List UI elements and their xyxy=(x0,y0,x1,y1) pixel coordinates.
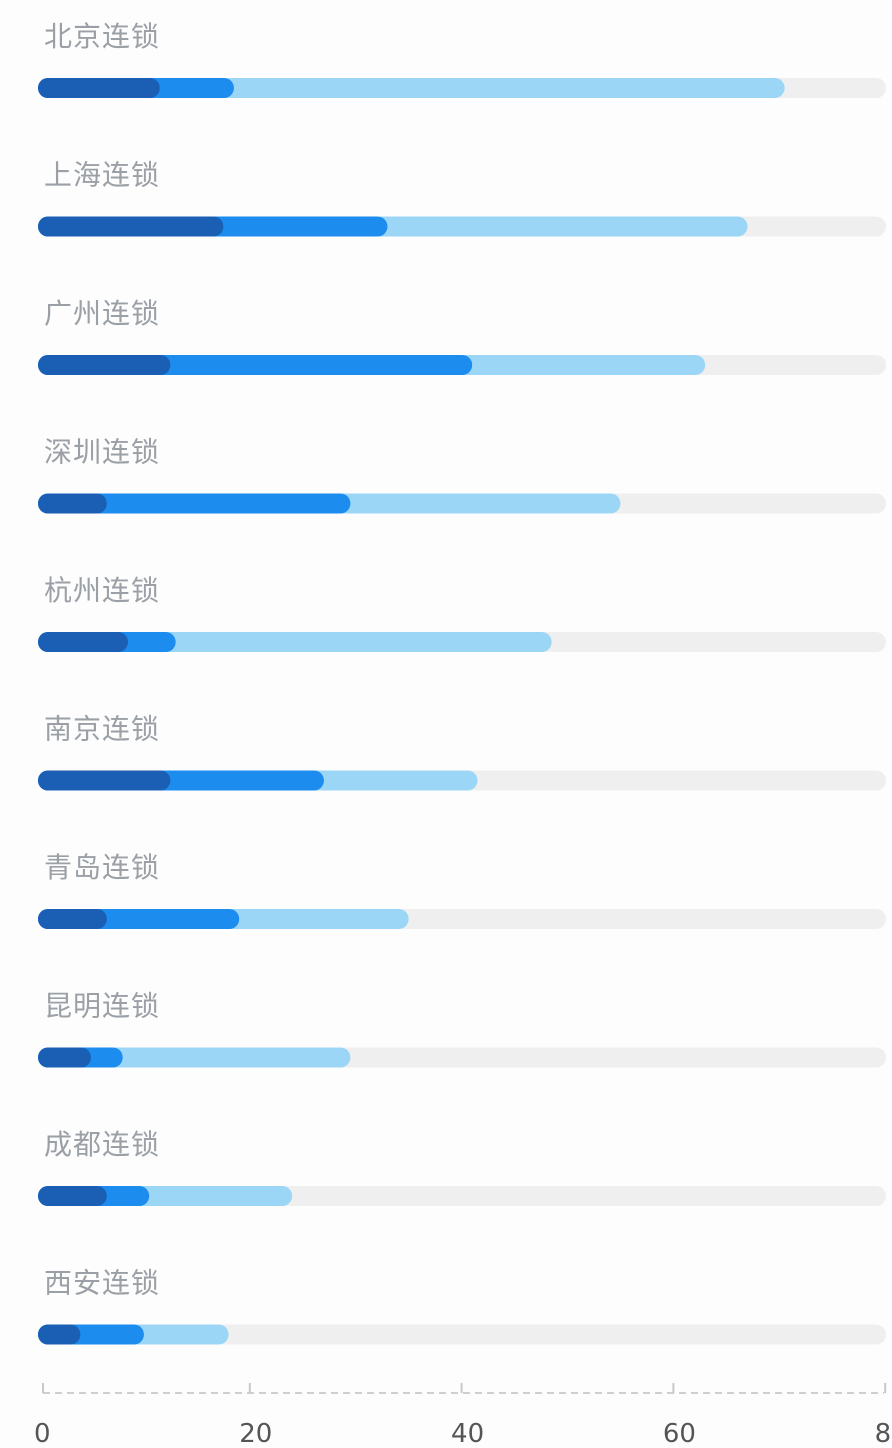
bar-segment-series-1 xyxy=(38,1047,91,1068)
bar-segment-series-2 xyxy=(38,493,351,514)
bar-label: 南京连锁 xyxy=(44,713,160,746)
bar-segment-series-1 xyxy=(38,78,160,98)
bar-label: 杭州连锁 xyxy=(44,574,160,607)
bar-segment-series-1 xyxy=(38,770,171,791)
bar-segment-series-1 xyxy=(38,1324,81,1345)
bar-label: 北京连锁 xyxy=(44,20,160,53)
x-tick-label: 40 xyxy=(451,1419,484,1448)
bar-label: 西安连锁 xyxy=(44,1267,160,1300)
bar-label: 深圳连锁 xyxy=(44,436,160,469)
bar-label: 成都连锁 xyxy=(44,1128,160,1161)
bar-label: 广州连锁 xyxy=(44,297,160,330)
x-tick-label: 80 xyxy=(875,1419,892,1448)
bar-segment-series-1 xyxy=(38,216,224,237)
x-tick-label: 60 xyxy=(663,1419,696,1448)
x-tick-label: 20 xyxy=(239,1419,272,1448)
bar-segment-series-1 xyxy=(38,632,129,652)
bar-segment-series-1 xyxy=(38,1186,107,1206)
bar-label: 上海连锁 xyxy=(44,159,160,192)
bar-track xyxy=(38,1324,886,1345)
bar-label: 昆明连锁 xyxy=(44,990,160,1023)
bar-segment-series-1 xyxy=(38,355,171,375)
x-tick-label: 0 xyxy=(34,1419,51,1448)
bar-segment-series-1 xyxy=(38,493,107,514)
bar-segment-series-1 xyxy=(38,909,107,929)
bar-label: 青岛连锁 xyxy=(44,851,160,884)
